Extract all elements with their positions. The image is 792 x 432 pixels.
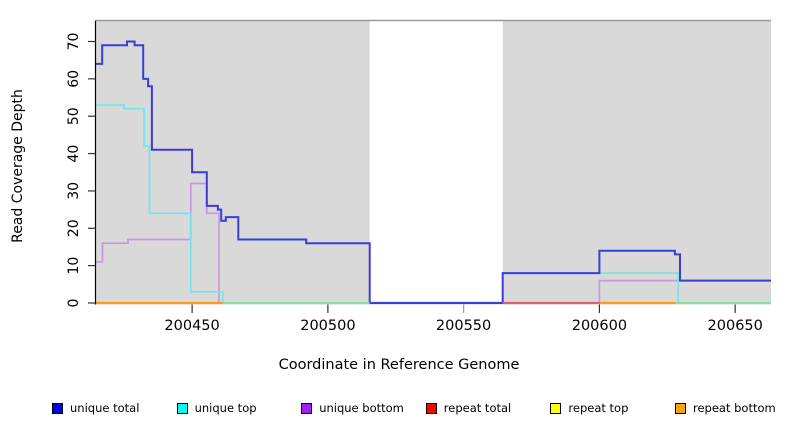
legend-label: repeat total [443, 401, 512, 415]
x-tick-label: 200500 [300, 318, 355, 334]
y-tick-label: 10 [66, 257, 82, 275]
y-tick-label: 20 [66, 219, 82, 237]
masked-region [369, 20, 503, 305]
x-tick-label: 200600 [572, 318, 627, 334]
legend-label: repeat top [568, 401, 629, 415]
legend-item-repeat-bottom: repeat bottom [675, 400, 776, 416]
y-tick-label: 30 [66, 182, 82, 200]
legend-swatch-unique-bottom [301, 402, 313, 414]
legend-swatch-repeat-top [550, 402, 562, 414]
legend-swatch-repeat-total [425, 402, 437, 414]
y-tick-label: 0 [66, 299, 82, 308]
legend-label: repeat bottom [693, 401, 776, 415]
y-tick-label: 70 [66, 33, 82, 51]
x-tick-label: 200650 [708, 318, 763, 334]
legend-label: unique top [194, 401, 257, 415]
legend-item-repeat-total: repeat total [425, 400, 512, 416]
x-tick-label: 200550 [436, 318, 491, 334]
legend-swatch-unique-top [176, 402, 188, 414]
y-axis-title: Read Coverage Depth [10, 89, 26, 243]
x-tick-label: 200450 [164, 318, 219, 334]
legend-item-repeat-top: repeat top [550, 400, 628, 416]
y-tick-label: 40 [66, 145, 82, 163]
legend-swatch-unique-total [52, 402, 63, 414]
legend-swatch-repeat-bottom [675, 402, 686, 414]
legend-item-unique-top: unique top [176, 400, 257, 416]
legend-label: unique total [70, 401, 140, 415]
series-line-unique-total [96, 40, 771, 304]
legend-item-unique-total: unique total [52, 400, 139, 416]
y-tick-label: 50 [66, 107, 82, 125]
x-axis-title: Coordinate in Reference Genome [278, 357, 520, 373]
y-tick-label: 60 [66, 70, 82, 88]
legend-label: unique bottom [319, 401, 404, 415]
legend-item-unique-bottom: unique bottom [301, 400, 404, 416]
